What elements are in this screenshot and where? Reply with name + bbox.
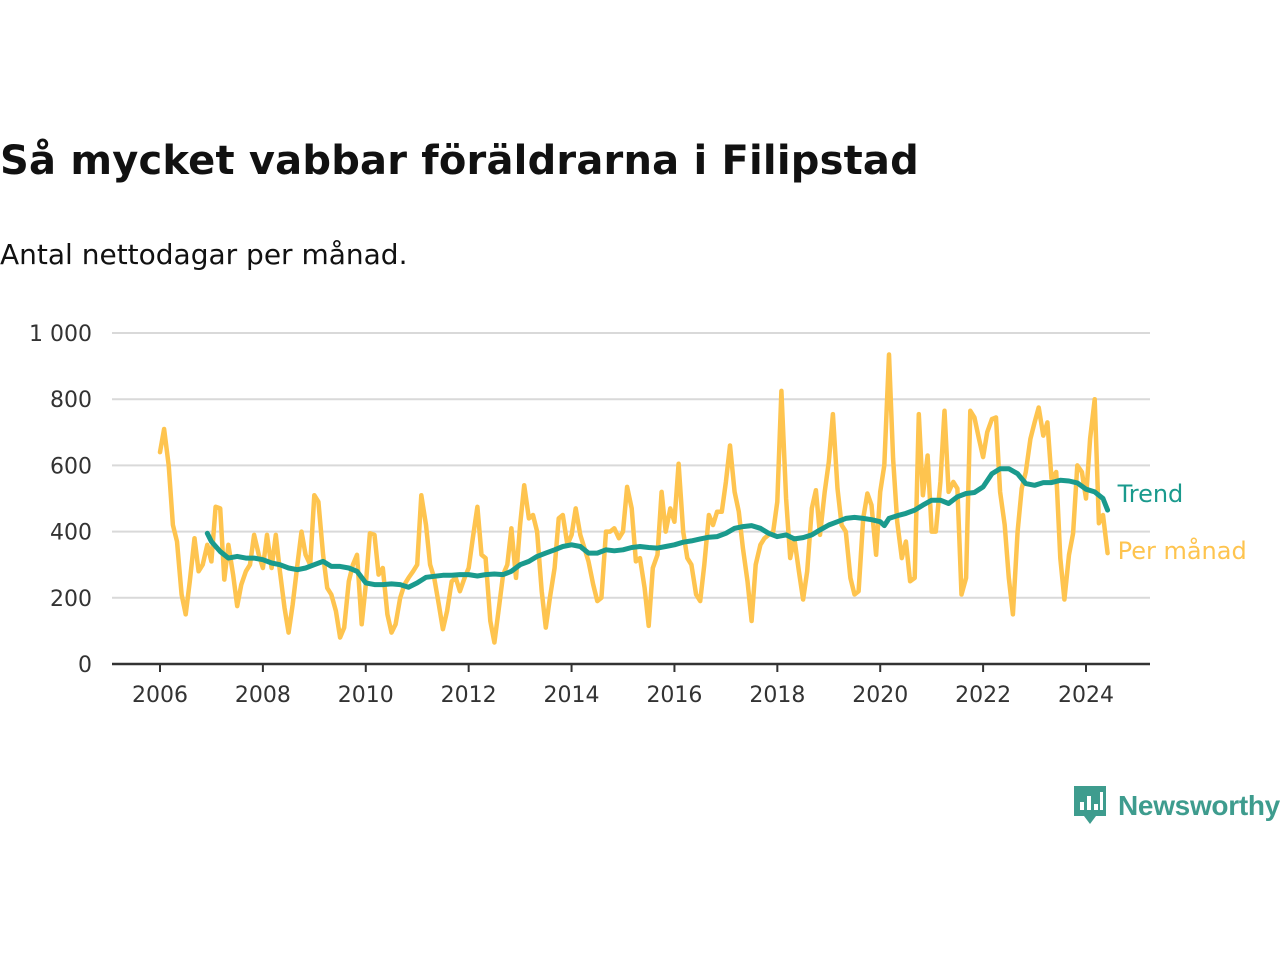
x-tick: 2006 (132, 664, 188, 708)
y-tick: 0 (78, 653, 92, 678)
y-tick: 600 (50, 454, 92, 479)
y-tick-label: 600 (50, 454, 92, 479)
x-tick: 2022 (955, 664, 1011, 708)
x-axis: 2006 2008 2010 2012 2014 2016 2018 2020 2022 2024 (112, 662, 1150, 708)
legend-trend-label: Trend (1117, 480, 1184, 509)
x-tick-label: 2012 (441, 683, 497, 708)
x-tick: 2020 (852, 664, 908, 708)
x-tick-label: 2016 (646, 683, 702, 708)
x-tick: 2014 (544, 664, 600, 708)
x-tick: 2024 (1058, 664, 1114, 708)
x-tick-label: 2022 (955, 683, 1011, 708)
chart-subtitle: Antal nettodagar per månad. (0, 238, 408, 271)
series-line-per-manad (157, 352, 1110, 645)
chart-title: Så mycket vabbar föräldrarna i Filipstad (0, 138, 919, 184)
x-tick: 2016 (646, 664, 702, 708)
y-tick: 200 (50, 587, 92, 612)
brand-logo: Newsworthy (1072, 784, 1280, 828)
x-tick-label: 2008 (235, 683, 291, 708)
y-tick: 1 000 (29, 322, 92, 347)
x-tick-label: 2020 (852, 683, 908, 708)
series-lines (157, 352, 1111, 645)
x-tick: 2008 (235, 664, 291, 708)
brand-name: Newsworthy (1118, 790, 1280, 821)
x-tick-label: 2010 (338, 683, 394, 708)
x-tick: 2012 (441, 664, 497, 708)
y-tick-label: 400 (50, 521, 92, 546)
y-tick-label: 1 000 (29, 322, 92, 347)
x-tick: 2010 (338, 664, 394, 708)
y-tick-label: 0 (78, 653, 92, 678)
y-axis: 0 200 400 600 800 1 000 (29, 322, 92, 678)
y-tick: 800 (50, 388, 92, 413)
x-tick-label: 2006 (132, 683, 188, 708)
y-tick: 400 (50, 521, 92, 546)
x-tick-label: 2014 (544, 683, 600, 708)
legend-per-manad-label: Per månad (1117, 537, 1247, 566)
series-line-trend (204, 466, 1111, 590)
x-tick-label: 2024 (1058, 683, 1114, 708)
newsworthy-logo-icon (1074, 786, 1106, 824)
gridlines (112, 332, 1150, 599)
x-tick: 2018 (749, 664, 805, 708)
y-tick-label: 800 (50, 388, 92, 413)
x-tick-label: 2018 (749, 683, 805, 708)
y-tick-label: 200 (50, 587, 92, 612)
